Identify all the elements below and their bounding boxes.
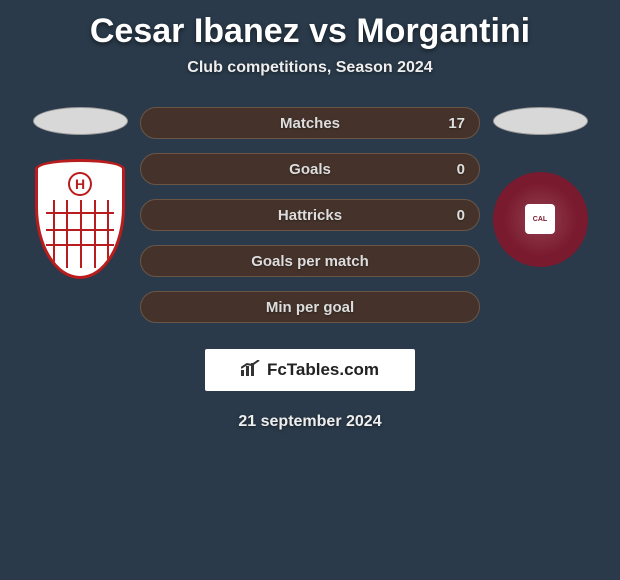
right-col: CAL [480,107,600,273]
stat-label: Goals per match [141,253,479,270]
stat-row-hattricks: Hattricks 0 [140,199,480,231]
stat-label: Goals [141,161,479,178]
branding-badge: FcTables.com [205,349,415,391]
date-label: 21 september 2024 [0,413,620,431]
page-title: Cesar Ibanez vs Morgantini [0,0,620,59]
stat-value: 0 [457,207,465,224]
stat-label: Min per goal [141,299,479,316]
stat-row-matches: Matches 17 [140,107,480,139]
branding-text: FcTables.com [267,360,379,380]
stat-row-mpg: Min per goal [140,291,480,323]
stat-row-goals: Goals 0 [140,153,480,185]
chart-icon [241,360,261,381]
stat-label: Hattricks [141,207,479,224]
left-col: H [20,107,140,273]
left-avatar-placeholder [33,107,128,135]
stat-value: 17 [448,115,465,132]
subtitle: Club competitions, Season 2024 [0,59,620,77]
stat-value: 0 [457,161,465,178]
stats-list: Matches 17 Goals 0 Hattricks 0 Goals per… [140,107,480,323]
left-club-logo: H [30,165,130,273]
stat-row-gpm: Goals per match [140,245,480,277]
right-avatar-placeholder [493,107,588,135]
stat-label: Matches [141,115,479,132]
left-club-letter: H [68,172,92,196]
right-club-letter: CAL [525,204,555,234]
right-club-logo: CAL [490,165,590,273]
stats-container: H Matches 17 [0,107,620,323]
